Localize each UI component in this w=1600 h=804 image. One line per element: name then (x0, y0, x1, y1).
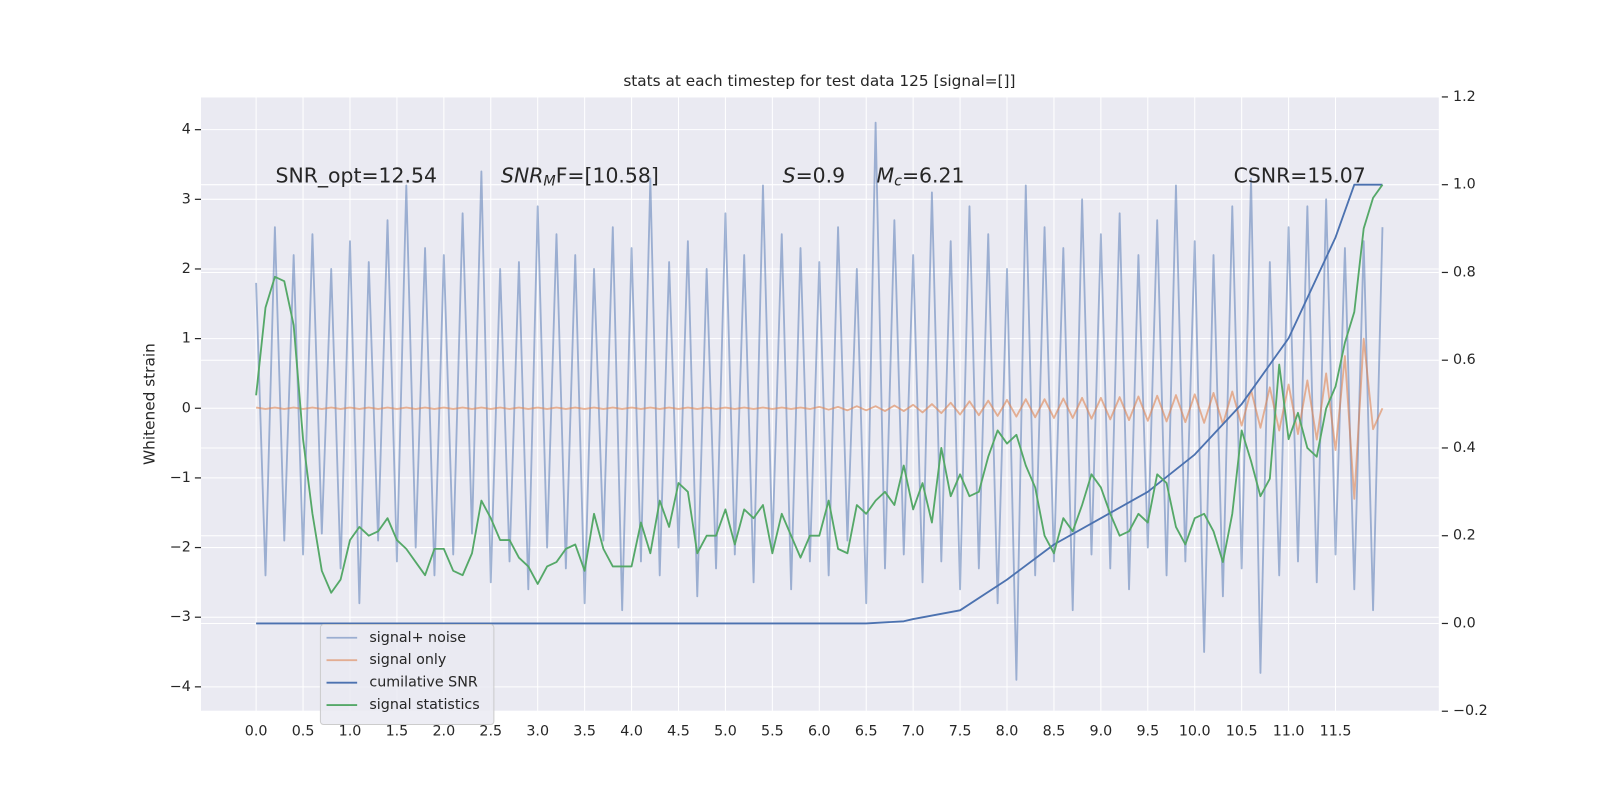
legend-label: cumilative SNR (369, 675, 477, 691)
x-tick-label: 2.0 (432, 724, 455, 740)
annotation: S=0.9 (783, 164, 845, 188)
y-tick-label: −1 (170, 470, 191, 486)
y2-tick-label: −0.2 (1453, 703, 1488, 719)
x-tick-label: 6.0 (808, 724, 831, 740)
y2-tick-label: 1.2 (1453, 89, 1476, 105)
x-tick-label: 4.0 (620, 724, 643, 740)
x-tick-label: 5.0 (714, 724, 737, 740)
y2-tick-label: 0.8 (1453, 264, 1476, 280)
legend-label: signal statistics (369, 697, 479, 713)
annotation: SNR_opt=12.54 (276, 164, 437, 189)
legend-label: signal only (369, 652, 446, 668)
y-tick-label: 1 (182, 331, 191, 347)
annotation-text: =6.21 (902, 164, 965, 188)
y-axis-label: Whitened strain (141, 343, 159, 465)
annotation-italic: S (783, 164, 796, 188)
annotation-subscript: c (894, 174, 902, 190)
x-tick-label: 11.5 (1320, 724, 1352, 740)
legend-label: signal+ noise (369, 630, 466, 646)
x-tick-label: 8.0 (996, 724, 1019, 740)
series-line (256, 183, 1383, 625)
x-tick-label: 9.5 (1136, 724, 1159, 740)
annotation: CSNR=15.07 (1234, 164, 1366, 188)
x-tick-label: 1.5 (386, 724, 409, 740)
y-tick-label: −2 (170, 540, 191, 556)
y2-tick-label: 0.0 (1453, 615, 1476, 631)
x-tick-label: 10.0 (1179, 724, 1211, 740)
chart-title: stats at each timestep for test data 125… (623, 72, 1015, 90)
x-tick-label: 0.0 (245, 724, 268, 740)
legend: signal+ noise signal only cumilative SNR si… (319, 623, 495, 725)
annotation-subscript: M (543, 174, 555, 190)
y-tick-label: −3 (170, 609, 191, 625)
y-tick-label: −4 (170, 679, 191, 695)
x-tick-label: 6.5 (855, 724, 878, 740)
annotation-italic: M (877, 164, 895, 188)
plot-area (201, 96, 1439, 712)
y2-tick-label: 0.4 (1453, 440, 1476, 456)
y2-tick-label: 0.6 (1453, 352, 1476, 368)
y-tick-label: 3 (182, 191, 191, 207)
x-tick-label: 2.5 (479, 724, 502, 740)
x-tick-label: 8.5 (1043, 724, 1066, 740)
annotation-text: =0.9 (796, 164, 846, 188)
y-tick-label: 4 (182, 122, 191, 138)
series-line (255, 121, 1384, 681)
annotation-text: CSNR=15.07 (1234, 164, 1366, 188)
labels: 0.0 0.5 1.0 1.5 2.0 2.5 3.0 3.5 4.0 4.5 5.0 5.5 6.0 6… (170, 89, 1488, 740)
y-tick-label: 2 (182, 261, 191, 277)
annotation-text: SNR_opt=12.54 (276, 164, 437, 189)
series-line (255, 184, 1384, 594)
y2-tick-label: 1.0 (1453, 177, 1476, 193)
x-tick-label: 10.5 (1226, 724, 1258, 740)
annotation: SNRMF=[10.58] (501, 164, 659, 190)
annotation-text: F=[10.58] (556, 164, 659, 188)
x-tick-label: 7.5 (949, 724, 972, 740)
x-tick-label: 9.0 (1090, 724, 1113, 740)
x-tick-label: 1.0 (339, 724, 362, 740)
x-tick-label: 4.5 (667, 724, 690, 740)
legend-box (319, 623, 495, 725)
annotation: Mc=6.21 (877, 164, 965, 190)
grid (201, 96, 1439, 712)
x-tick-label: 0.5 (292, 724, 315, 740)
annotation-italic: SNR (501, 164, 543, 188)
y-tick-label: 0 (182, 400, 191, 416)
y2-tick-label: 0.2 (1453, 528, 1476, 544)
x-tick-label: 5.5 (761, 724, 784, 740)
x-tick-label: 3.0 (526, 724, 549, 740)
x-tick-label: 11.0 (1273, 724, 1305, 740)
marks (255, 121, 1384, 681)
x-tick-label: 7.0 (902, 724, 925, 740)
x-tick-label: 3.5 (573, 724, 596, 740)
series-line (255, 337, 1384, 500)
